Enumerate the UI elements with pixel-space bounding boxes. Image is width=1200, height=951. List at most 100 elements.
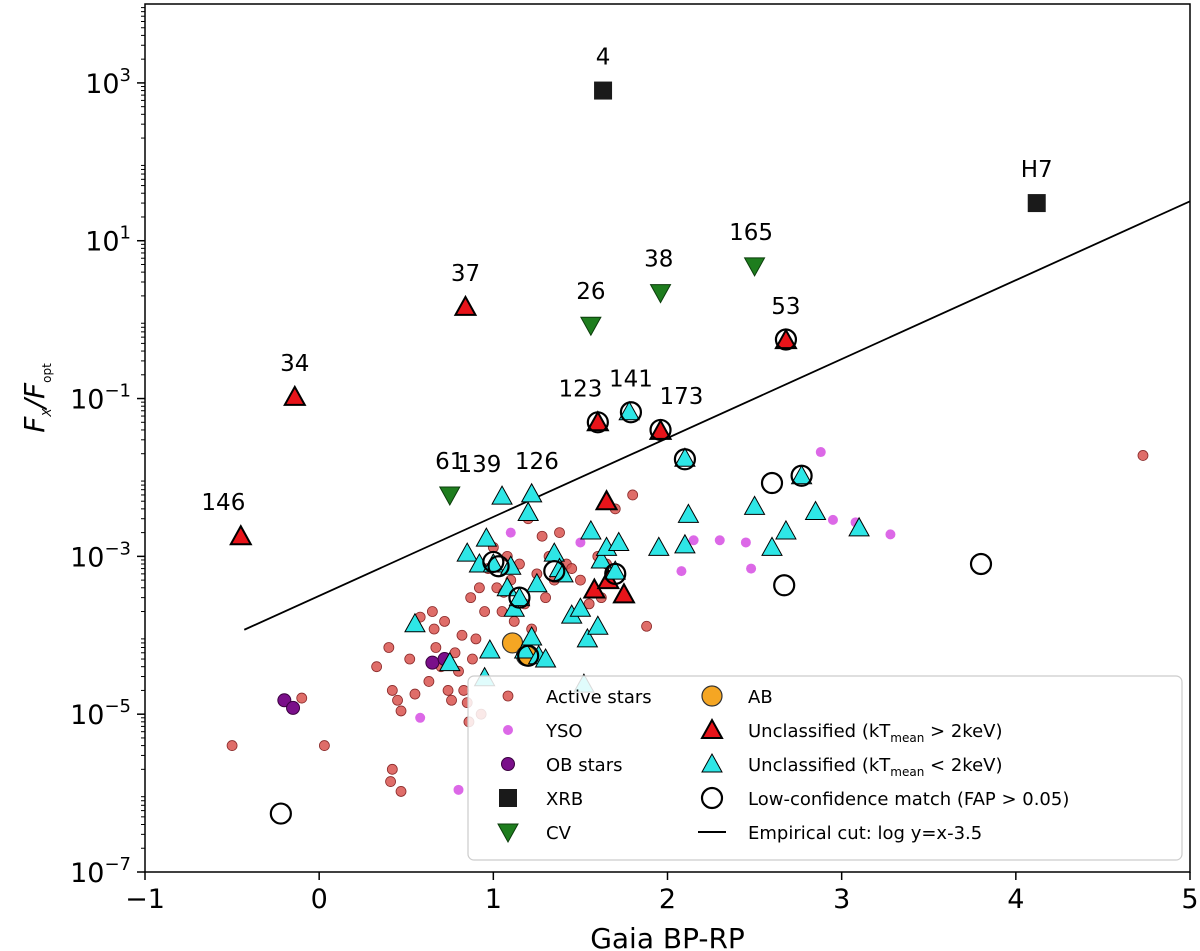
data-point: [627, 489, 639, 501]
legend-marker: [497, 823, 519, 844]
data-point: [517, 501, 540, 521]
data-point: [430, 642, 442, 653]
data-point: [479, 639, 501, 659]
legend-label: Unclassified (kTmean < 2keV): [748, 755, 1002, 779]
point-label: 139: [457, 452, 501, 478]
data-point: [526, 572, 548, 593]
data-point: [740, 537, 751, 548]
data-point: [774, 328, 798, 350]
data-point: [586, 615, 609, 635]
data-point: [475, 527, 498, 547]
data-point: [371, 661, 383, 673]
plot-area: [226, 81, 1191, 825]
x-tick-label: 2: [659, 884, 676, 915]
data-point: [392, 694, 403, 706]
data-point: [790, 464, 813, 487]
data-point: [647, 536, 670, 556]
data-point: [612, 582, 636, 604]
legend-marker: [501, 757, 515, 771]
data-point: [607, 531, 630, 551]
data-point: [540, 592, 551, 604]
data-point: [677, 503, 700, 523]
data-point: [618, 400, 641, 421]
data-point: [520, 482, 543, 503]
legend-marker: [700, 717, 724, 739]
y-tick-label: 101: [85, 223, 131, 258]
data-point: [674, 447, 696, 467]
legend-marker: [701, 685, 723, 707]
data-point: [508, 615, 520, 627]
data-point: [499, 555, 522, 575]
data-point: [438, 486, 461, 506]
data-point: [425, 655, 440, 670]
data-point: [269, 802, 292, 825]
data-point: [473, 582, 485, 594]
data-point: [569, 597, 592, 617]
data-point: [554, 527, 565, 539]
data-point: [649, 418, 672, 442]
point-label: 146: [201, 490, 245, 516]
data-point: [277, 693, 292, 708]
x-axis-label: Gaia BP-RP: [590, 922, 745, 951]
data-point: [746, 563, 757, 574]
data-point: [714, 535, 725, 546]
legend-marker: [502, 690, 514, 702]
legend-marker: [700, 786, 724, 810]
data-point: [586, 411, 609, 434]
data-point: [674, 533, 696, 554]
x-tick-label: 5: [1181, 884, 1198, 915]
point-label: 26: [576, 279, 605, 305]
data-point: [395, 705, 407, 717]
data-point: [229, 524, 253, 546]
point-label: 34: [280, 351, 309, 377]
data-point: [885, 529, 896, 540]
data-point: [439, 615, 450, 627]
data-point: [487, 555, 510, 578]
legend-label: XRB: [546, 789, 583, 810]
y-tick-label: 10−7: [70, 854, 131, 889]
x-tick-label: 3: [833, 884, 850, 915]
data-point: [415, 712, 426, 723]
data-point: [423, 676, 435, 687]
point-label: 61: [435, 449, 464, 475]
data-point: [583, 598, 595, 610]
series-unclassified-kt-mean-2kev: [229, 294, 798, 604]
legend-marker: [499, 789, 517, 807]
data-point: [604, 562, 627, 585]
data-point: [508, 586, 531, 609]
data-point: [641, 620, 652, 632]
y-tick-label: 103: [85, 65, 131, 100]
x-tick-label: 0: [311, 884, 328, 915]
point-label: 165: [729, 220, 773, 246]
x-tick-label: −1: [125, 884, 165, 915]
point-label: 141: [609, 366, 653, 392]
series-yso: [415, 447, 896, 795]
point-label: 126: [515, 449, 559, 475]
data-point: [470, 633, 482, 645]
data-point: [520, 626, 543, 646]
data-point: [575, 574, 586, 586]
data-point: [774, 328, 798, 351]
data-point: [619, 401, 643, 424]
data-point: [508, 586, 531, 607]
data-point: [648, 418, 673, 440]
series-unclassified-kt-mean-2kev: [404, 400, 870, 693]
data-point: [404, 612, 426, 633]
data-point: [286, 700, 301, 715]
data-point: [479, 606, 491, 617]
data-point: [383, 642, 395, 653]
data-point: [743, 257, 766, 277]
y-axis-label: FX/Fopt: [18, 363, 54, 433]
legend-label: Unclassified (kTmean > 2keV): [748, 721, 1002, 745]
data-point: [773, 574, 796, 597]
data-point: [438, 651, 461, 672]
point-label: 38: [644, 247, 673, 273]
legend-label: AB: [748, 687, 773, 708]
data-point: [760, 471, 784, 495]
legend-marker: [503, 725, 513, 735]
point-label: 4: [596, 45, 611, 71]
data-point: [505, 527, 516, 538]
